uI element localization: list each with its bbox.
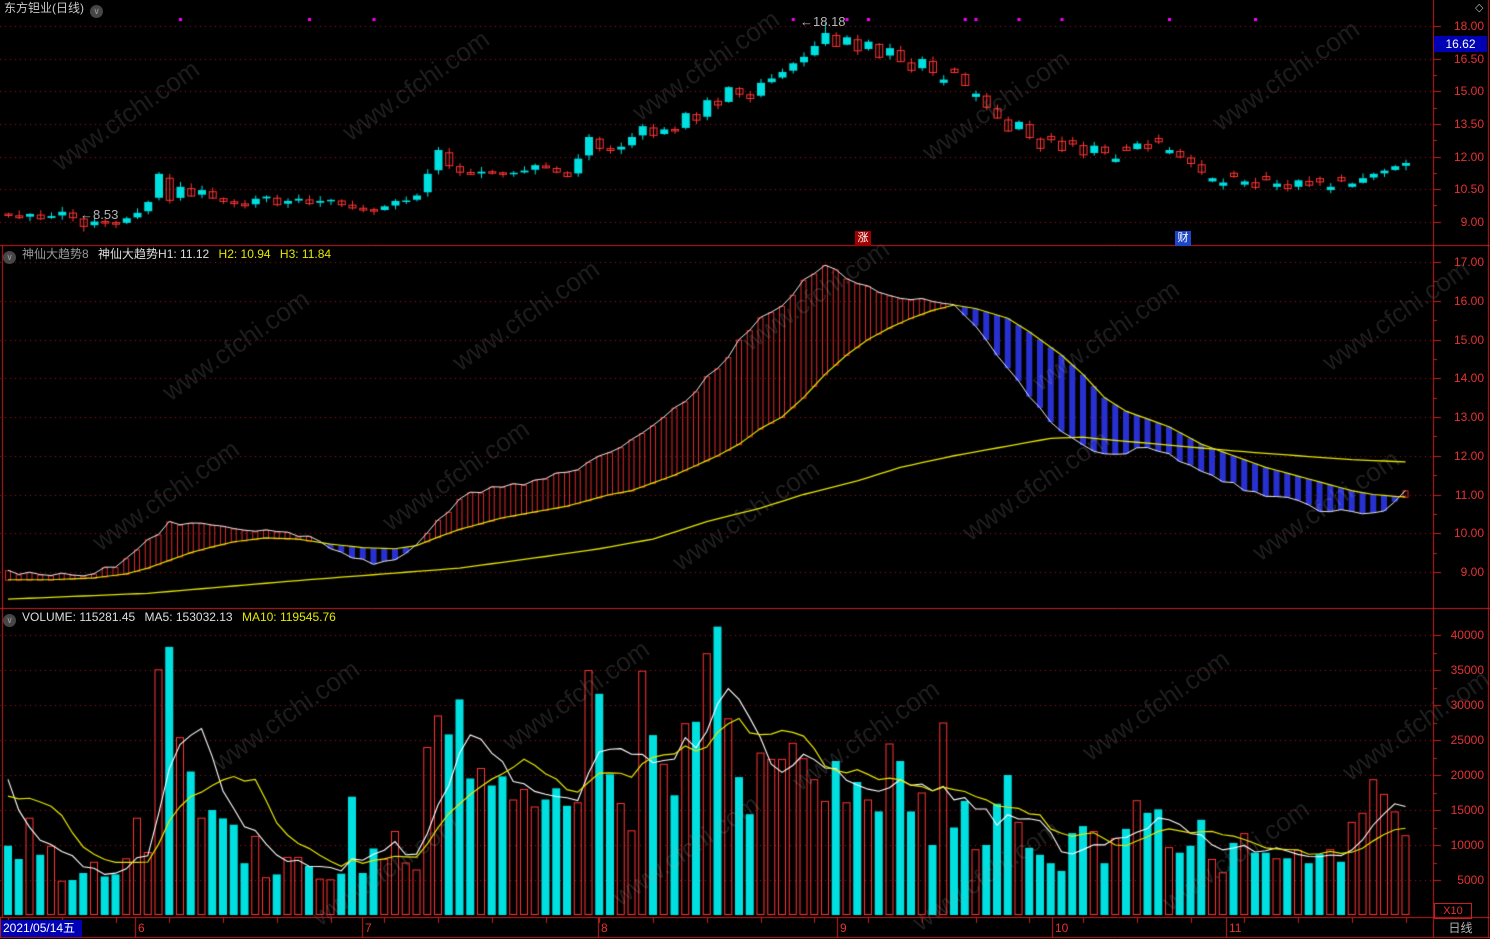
chevron-down-icon[interactable]: ∨: [3, 614, 16, 627]
month-label: 7: [365, 921, 372, 935]
indicator-axis-label: 14.00: [1453, 371, 1484, 386]
volume-ma5-value: MA5: 153032.13: [144, 610, 233, 624]
volume-axis-label: 20000: [1450, 768, 1484, 782]
price-axis-label: 10.50: [1453, 182, 1484, 196]
indicator-axis-label: 13.00: [1453, 410, 1484, 424]
date-label[interactable]: 2021/05/14五: [1, 920, 82, 937]
month-label: 9: [840, 921, 847, 935]
volume-axis-label: 25000: [1450, 733, 1484, 747]
price-axis-label: 12.00: [1453, 149, 1484, 164]
indicator-axis-label: 9.00: [1460, 565, 1484, 579]
stock-title: 东方钽业(日线): [4, 1, 84, 15]
volume-header: ∨ VOLUME: 115281.45 MA5: 153032.13 MA10: …: [3, 610, 342, 627]
month-label: 10: [1055, 921, 1069, 935]
rise-event-marker[interactable]: 涨: [855, 231, 871, 246]
chevron-down-icon[interactable]: ∨: [90, 5, 103, 18]
indicator-axis-label: 15.00: [1453, 332, 1484, 347]
volume-ma10-value: MA10: 119545.76: [241, 610, 336, 624]
price-axis-label: 9.00: [1460, 214, 1484, 229]
price-axis-label: 18.00: [1453, 19, 1484, 34]
candlestick-chart[interactable]: [0, 15, 1433, 246]
volume-axis-label: 15000: [1450, 803, 1484, 817]
volume-value: VOLUME: 115281.45: [22, 610, 136, 624]
price-highlight-badge: 16.62: [1434, 36, 1487, 52]
price-axis-label: 13.50: [1453, 116, 1484, 131]
high-price-annotation: ←18.18: [800, 14, 846, 29]
price-axis-column: 16.62 X10 日线 18.00 16.50 15.00 13.50 12.00 10…: [1433, 0, 1490, 939]
indicator-name: 神仙大趋势8: [22, 247, 89, 261]
month-label: 8: [601, 921, 608, 935]
volume-axis-label: 30000: [1450, 698, 1484, 712]
price-axis-label: 16.50: [1453, 51, 1484, 66]
volume-chart[interactable]: [0, 609, 1433, 918]
trend-indicator-chart[interactable]: [0, 246, 1433, 609]
wealth-event-marker[interactable]: 财: [1175, 231, 1191, 246]
month-label: 6: [138, 921, 145, 935]
volume-axis-label: 35000: [1450, 663, 1484, 677]
indicator-header: ∨ 神仙大趋势8 神仙大趋势H1: 11.12 H2: 10.94 H3: 11.…: [3, 247, 337, 264]
chevron-down-icon[interactable]: ∨: [3, 251, 16, 264]
price-axis-label: 15.00: [1453, 84, 1484, 99]
period-selector[interactable]: 日线: [1448, 921, 1473, 935]
low-price-annotation: ←8.53: [80, 207, 119, 222]
indicator-axis-label: 16.00: [1453, 293, 1484, 308]
indicator-h3-value: H3: 11.84: [279, 247, 332, 261]
title-bar: 东方钽业(日线) ∨: [4, 1, 109, 18]
diamond-icon: ◇: [1475, 2, 1484, 14]
indicator-h2-value: H2: 10.94: [218, 247, 271, 261]
indicator-axis-label: 10.00: [1453, 526, 1484, 541]
indicator-h1-value: 神仙大趋势H1: 11.12: [98, 247, 210, 261]
indicator-axis-label: 11.00: [1454, 487, 1484, 502]
volume-axis-label: 10000: [1450, 838, 1484, 852]
indicator-axis-label: 12.00: [1453, 448, 1484, 463]
volume-scale-label: X10: [1434, 903, 1472, 919]
indicator-axis-label: 17.00: [1453, 255, 1484, 269]
month-label: 11: [1229, 921, 1242, 935]
volume-axis-label: 5000: [1457, 873, 1484, 887]
volume-axis-label: 40000: [1450, 628, 1484, 642]
